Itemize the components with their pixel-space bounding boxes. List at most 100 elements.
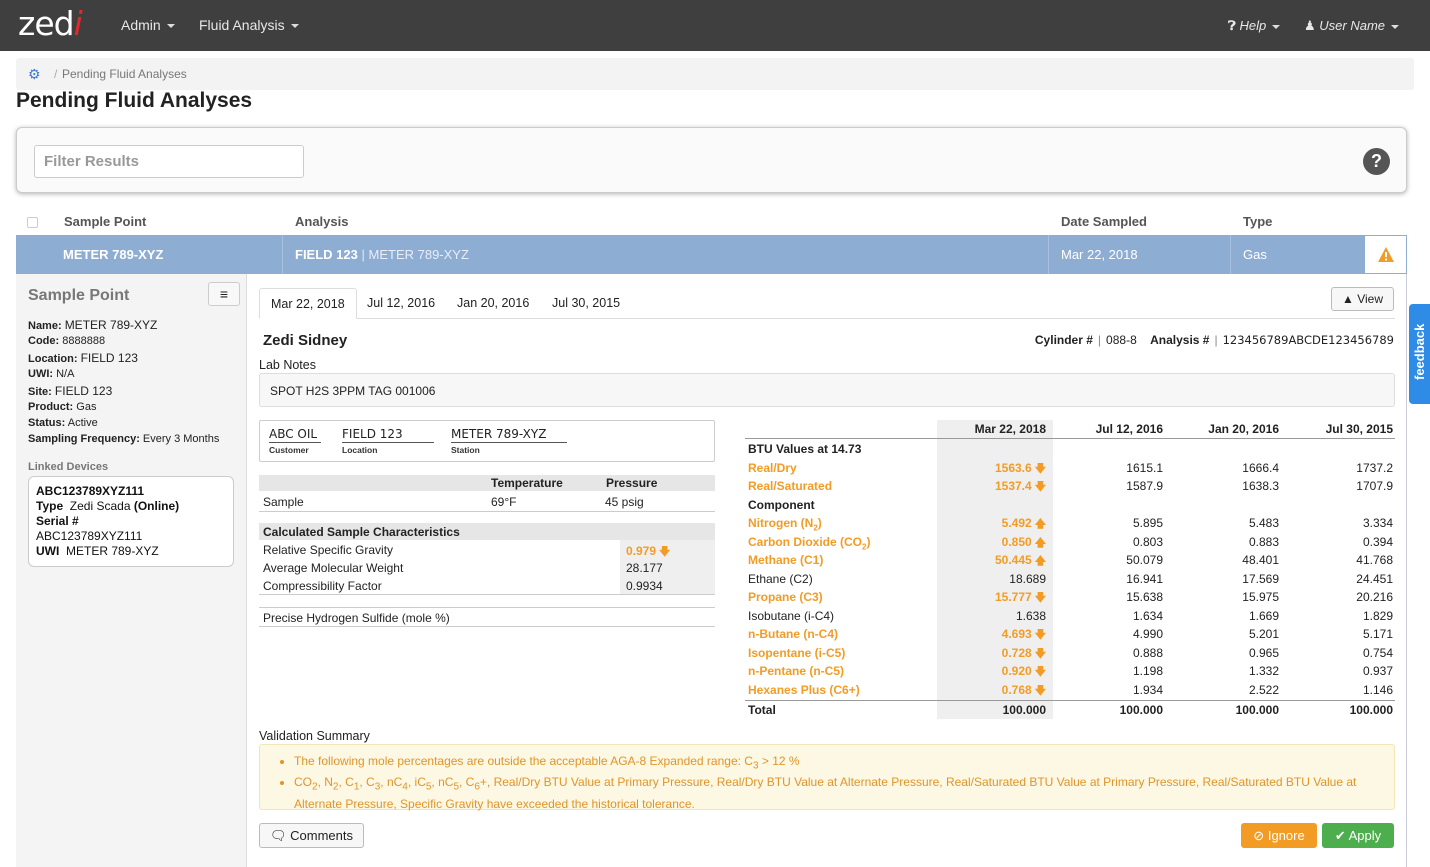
composition-value: 2.522 [1248, 682, 1279, 697]
composition-row-label: Propane (C3) [748, 590, 823, 604]
column-header-date-sampled[interactable]: Date Sampled [1061, 214, 1147, 229]
check-icon: ✔ [1334, 828, 1346, 843]
calc-label-z: Compressibility Factor [263, 579, 382, 593]
nav-fluid-analysis-menu[interactable]: Fluid Analysis [199, 17, 299, 33]
composition-value: 0.888 [1132, 645, 1163, 660]
divider [259, 626, 715, 627]
comments-button[interactable]: 🗨︎ Comments [259, 823, 364, 848]
ignore-button[interactable]: ⊘ Ignore [1241, 823, 1317, 848]
sample-point-menu-button[interactable]: ≡ [208, 282, 240, 306]
composition-value: 1.934 [1132, 682, 1163, 697]
composition-total-value: 100.000 [1349, 703, 1393, 717]
composition-date-header[interactable]: Mar 22, 2018 [974, 422, 1046, 436]
chevron-down-icon [1391, 24, 1400, 29]
device-serial-value: ABC123789XYZ111 [36, 529, 143, 543]
composition-value: 18.689 [1009, 571, 1046, 586]
calc-label-sg: Relative Specific Gravity [263, 543, 394, 557]
composition-row-label: Real/Saturated [748, 479, 833, 493]
linked-device-card[interactable]: ABC123789XYZ111 Type Zedi Scada (Online)… [28, 476, 234, 567]
composition-value: 5.201 [1248, 627, 1279, 641]
feedback-tab[interactable]: feedback [1409, 304, 1430, 404]
conditions-pressure: 45 psig [605, 495, 644, 509]
composition-value: 0.754 [1362, 645, 1393, 660]
row-analysis: FIELD 123 | METER 789-XYZ [283, 235, 1049, 274]
tab-jul-12-2016[interactable]: Jul 12, 2016 [367, 296, 436, 310]
component-section-title-label: Component [748, 497, 815, 512]
sp-location: Location: FIELD 123 [28, 351, 138, 365]
column-header-analysis[interactable]: Analysis [295, 214, 349, 229]
ban-icon: ⊘ [1253, 828, 1265, 843]
composition-row-label: Isopentane (i-C5) [748, 645, 846, 660]
row-sample-point: METER 789-XYZ [16, 235, 283, 274]
comment-icon: 🗨︎ [270, 828, 287, 843]
nav-user-menu[interactable]: ♟ User Name [1304, 18, 1400, 34]
column-header-sample-point[interactable]: Sample Point [64, 214, 147, 229]
composition-date-header[interactable]: Jan 20, 2016 [1208, 422, 1279, 436]
composition-value: 0.728 🡇 [937, 644, 1053, 662]
composition-value: 0.920 🡇 [937, 662, 1053, 680]
nav-admin-menu[interactable]: Admin [121, 17, 175, 33]
tab-jul-30-2015[interactable]: Jul 30, 2015 [552, 296, 621, 310]
conditions-header: Temperature Pressure [259, 475, 715, 491]
view-button[interactable]: ▲ View [1331, 287, 1394, 311]
gears-icon[interactable]: ⚙ [28, 66, 41, 82]
composition-row-label: Carbon Dioxide (CO2) [748, 534, 871, 551]
help-icon[interactable]: ? [1363, 148, 1390, 175]
validation-item: The following mole percentages are outsi… [294, 753, 1380, 774]
sp-code: Code: 8888888 [28, 335, 106, 347]
arrow-down-icon: 🡇 [659, 546, 671, 558]
sp-uwi: UWI: N/A [28, 368, 75, 380]
composition-value: 4.693 🡇 [937, 625, 1053, 643]
warning-icon [1378, 247, 1394, 262]
apply-button[interactable]: ✔ Apply [1322, 823, 1394, 848]
sp-sampling-frequency: Sampling Frequency: Every 3 Months [28, 433, 220, 445]
composition-value: 1.146 [1362, 682, 1393, 697]
zedi-logo[interactable]: zedi [18, 4, 83, 43]
composition-row: Ethane (C2) 18.689 16.941 17.569 24.451 [745, 570, 1395, 588]
btu-section-title: BTU Values at 14.73 [745, 440, 1395, 458]
validation-summary: The following mole percentages are outsi… [259, 744, 1395, 811]
calc-value-z: 0.9934 [626, 579, 663, 593]
sample-point-title: Sample Point [28, 287, 130, 304]
composition-date-header[interactable]: Jul 30, 2015 [1325, 422, 1393, 436]
select-all-checkbox[interactable] [27, 217, 38, 228]
sample-point-panel: Sample Point ≡ Name: METER 789-XYZ Code:… [16, 274, 247, 867]
calc-label-mw: Average Molecular Weight [263, 561, 404, 575]
top-navbar: zedi Admin Fluid Analysis ❓︎ Help ♟ User… [0, 0, 1430, 51]
customer-info-box: ABC OIL Customer FIELD 123 Location METER … [259, 420, 715, 462]
composition-value: 5.492 🡅 [937, 514, 1053, 532]
composition-current-column [937, 420, 1053, 719]
divider [259, 511, 715, 512]
composition-value: 24.451 [1356, 571, 1393, 586]
tab-jan-20-2016[interactable]: Jan 20, 2016 [457, 296, 530, 310]
column-header-type[interactable]: Type [1243, 214, 1273, 229]
nav-help-menu[interactable]: ❓︎ Help [1228, 18, 1281, 34]
breadcrumb-current: Pending Fluid Analyses [62, 67, 187, 81]
composition-value: 0.394 [1362, 534, 1393, 549]
composition-row: Nitrogen (N2) 5.492 🡅 5.895 5.483 3.334 [745, 514, 1395, 532]
btu-section-title-label: BTU Values at 14.73 [748, 442, 862, 456]
lab-name: Zedi Sidney [263, 332, 348, 349]
table-row-selected[interactable]: METER 789-XYZ FIELD 123 | METER 789-XYZ … [16, 235, 1407, 274]
chevron-down-icon [290, 24, 299, 29]
composition-value: 1587.9 [1126, 479, 1163, 493]
composition-total-value: 100.000 [1235, 703, 1279, 717]
sp-site: Site: FIELD 123 [28, 384, 113, 398]
breadcrumb: ⚙ / Pending Fluid Analyses [16, 58, 1414, 90]
composition-value: 48.401 [1242, 553, 1279, 567]
filter-results-input[interactable] [34, 145, 304, 178]
composition-value: 0.803 [1132, 534, 1163, 549]
lab-notes: SPOT H2S 3PPM TAG 001006 [259, 373, 1395, 407]
composition-value: 1537.4 🡇 [937, 477, 1053, 495]
tab-mar-22-2018[interactable]: Mar 22, 2018 [259, 288, 357, 319]
composition-date-header[interactable]: Jul 12, 2016 [1095, 422, 1163, 436]
row-warning-cell[interactable] [1364, 235, 1407, 274]
composition-row: Hexanes Plus (C6+) 0.768 🡇 1.934 2.522 1.146 [745, 681, 1395, 699]
composition-value: 1.634 [1132, 608, 1163, 623]
composition-value: 1.332 [1248, 664, 1279, 678]
composition-header-row: Mar 22, 2018 Jul 12, 2016 Jan 20, 2016 Jul … [745, 420, 1395, 439]
arrow-down-icon: 🡇 [1034, 684, 1046, 697]
composition-row-label: Real/Dry [748, 460, 797, 475]
composition-value: 5.171 [1362, 627, 1393, 641]
composition-row: Methane (C1) 50.445 🡅 50.079 48.401 41.768 [745, 551, 1395, 569]
